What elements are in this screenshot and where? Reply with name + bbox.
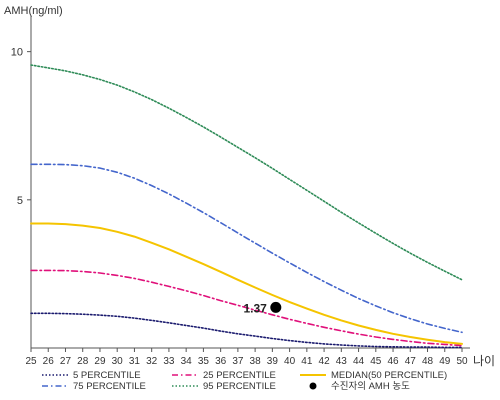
x-tick-label: 43 [336,356,348,367]
legend-marker [309,382,317,390]
x-tick-label: 45 [370,356,382,367]
x-tick-label: 50 [456,356,468,367]
legend-item-label: 5 PERCENTILE [73,370,141,381]
series-line-75-percentile [30,163,463,334]
patient-amh-point [270,301,282,313]
legend-item-label: 95 PERCENTILE [203,381,276,392]
patient-amh-value-label: 1.37 [243,301,267,315]
x-tick-label: 47 [405,356,417,367]
x-tick-label: 36 [215,356,227,367]
x-tick-label: 27 [60,356,72,367]
x-tick-label: 28 [77,356,89,367]
legend: 5 PERCENTILE 25 PERCENTILE MEDIAN(50 PERCE… [42,370,447,392]
y-axis-label: AMH(ng/ml) [4,5,63,17]
x-tick-label: 29 [94,356,106,367]
x-tick-label: 44 [353,356,365,367]
x-tick-label: 31 [129,356,141,367]
legend-item-label: 수진자의 AMH 농도 [331,381,410,392]
series-line-95-percentile [30,64,463,281]
x-tick-label: 38 [250,356,262,367]
x-tick-label: 40 [284,356,296,367]
legend-item-label: MEDIAN(50 PERCENTILE) [331,370,447,381]
x-tick-label: 42 [319,356,331,367]
legend-item-label: 25 PERCENTILE [203,370,276,381]
x-tick-label: 34 [181,356,193,367]
x-tick-label: 26 [43,356,55,367]
series-layer [30,64,463,349]
series-line-median-50-percentile [30,222,463,345]
y-tick-label: 10 [11,47,23,59]
x-tick-label: 25 [25,356,37,367]
axes: 5 10 25 26 27 28 29 30 31 32 33 34 35 36 37 38 39 40 41 42 4… [11,16,470,367]
x-tick-label: 35 [198,356,210,367]
x-tick-label: 33 [163,356,175,367]
x-tick-label: 30 [112,356,124,367]
highlight-layer: 1.37 [243,301,282,315]
x-tick-label: 39 [267,356,279,367]
y-tick-label: 5 [17,195,23,207]
legend-item-label: 75 PERCENTILE [73,381,146,392]
x-tick-label: 37 [232,356,244,367]
x-tick-label: 49 [439,356,451,367]
series-line-5-percentile [30,312,463,349]
x-tick-label: 32 [146,356,158,367]
series-line-25-percentile [30,269,463,347]
x-tick-label: 41 [301,356,313,367]
x-tick-label: 48 [422,356,434,367]
x-tick-label: 46 [387,356,399,367]
x-axis-unit-label: 나이 [473,354,495,368]
